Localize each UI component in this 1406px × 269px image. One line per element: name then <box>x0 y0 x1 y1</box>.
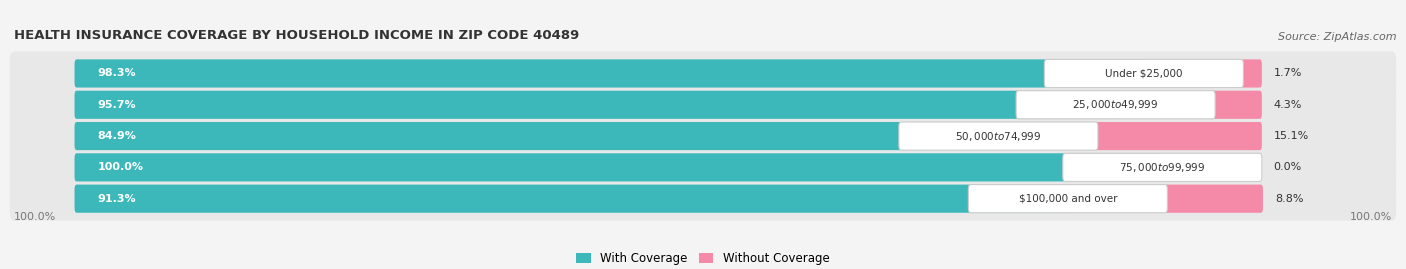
FancyBboxPatch shape <box>75 91 1118 119</box>
Text: 4.3%: 4.3% <box>1274 100 1302 110</box>
Text: $100,000 and over: $100,000 and over <box>1018 194 1118 204</box>
Text: 100.0%: 100.0% <box>14 212 56 222</box>
FancyBboxPatch shape <box>1163 185 1263 213</box>
Text: $75,000 to $99,999: $75,000 to $99,999 <box>1119 161 1205 174</box>
FancyBboxPatch shape <box>10 52 1396 95</box>
FancyBboxPatch shape <box>1045 59 1243 87</box>
Text: 8.8%: 8.8% <box>1275 194 1303 204</box>
FancyBboxPatch shape <box>75 59 1146 87</box>
Text: Under $25,000: Under $25,000 <box>1105 69 1182 79</box>
Text: 15.1%: 15.1% <box>1274 131 1309 141</box>
FancyBboxPatch shape <box>75 122 1001 150</box>
FancyBboxPatch shape <box>1239 59 1261 87</box>
Text: 1.7%: 1.7% <box>1274 69 1302 79</box>
FancyBboxPatch shape <box>969 185 1167 213</box>
Text: 95.7%: 95.7% <box>97 100 136 110</box>
FancyBboxPatch shape <box>10 114 1396 158</box>
FancyBboxPatch shape <box>1211 91 1261 119</box>
FancyBboxPatch shape <box>898 122 1098 150</box>
Text: 84.9%: 84.9% <box>97 131 136 141</box>
FancyBboxPatch shape <box>10 83 1396 127</box>
FancyBboxPatch shape <box>10 177 1396 221</box>
Legend: With Coverage, Without Coverage: With Coverage, Without Coverage <box>572 247 834 269</box>
FancyBboxPatch shape <box>1063 153 1261 182</box>
FancyBboxPatch shape <box>10 146 1396 189</box>
Text: 98.3%: 98.3% <box>97 69 136 79</box>
Text: 100.0%: 100.0% <box>97 162 143 172</box>
Text: HEALTH INSURANCE COVERAGE BY HOUSEHOLD INCOME IN ZIP CODE 40489: HEALTH INSURANCE COVERAGE BY HOUSEHOLD I… <box>14 29 579 41</box>
FancyBboxPatch shape <box>75 185 1070 213</box>
Text: $50,000 to $74,999: $50,000 to $74,999 <box>955 130 1042 143</box>
Text: 91.3%: 91.3% <box>97 194 136 204</box>
Text: Source: ZipAtlas.com: Source: ZipAtlas.com <box>1278 31 1396 41</box>
FancyBboxPatch shape <box>75 153 1164 182</box>
Text: 0.0%: 0.0% <box>1274 162 1302 172</box>
FancyBboxPatch shape <box>1094 122 1261 150</box>
Text: 100.0%: 100.0% <box>1350 212 1392 222</box>
Text: $25,000 to $49,999: $25,000 to $49,999 <box>1073 98 1159 111</box>
FancyBboxPatch shape <box>1017 91 1215 119</box>
